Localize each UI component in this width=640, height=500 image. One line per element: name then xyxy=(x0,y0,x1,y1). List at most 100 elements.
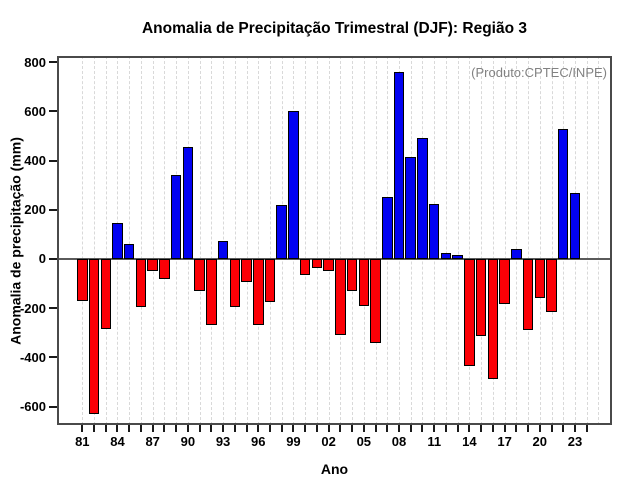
x-axis-tick xyxy=(538,425,541,432)
y-axis-tick xyxy=(49,405,57,408)
bar-16 xyxy=(487,258,499,380)
x-axis-tick xyxy=(163,425,166,432)
y-tick-label-0: 0 xyxy=(38,251,46,267)
x-axis-title: Ano xyxy=(320,461,349,477)
y-tick-label--200: -200 xyxy=(19,300,46,316)
bar-01 xyxy=(311,258,323,268)
gridline-year xyxy=(586,56,588,425)
bar-09 xyxy=(405,156,416,259)
x-axis-tick xyxy=(151,425,154,432)
gridline-year xyxy=(481,56,483,425)
x-axis-tick xyxy=(104,425,107,432)
x-axis-tick xyxy=(409,425,412,432)
y-axis-tick xyxy=(49,159,57,162)
bar-93 xyxy=(217,240,229,259)
bar-19 xyxy=(522,258,534,331)
x-tick-label-11: 11 xyxy=(427,434,442,449)
bar-08 xyxy=(393,71,405,259)
x-axis-tick xyxy=(315,425,318,432)
bar-21 xyxy=(546,258,557,312)
bar-91 xyxy=(194,258,205,291)
bar-94 xyxy=(229,258,241,307)
bar-00 xyxy=(299,258,311,275)
y-tick-label-200: 200 xyxy=(24,202,46,218)
bar-83 xyxy=(100,258,111,330)
x-tick-label-08: 08 xyxy=(391,434,407,449)
bar-10 xyxy=(417,138,428,259)
x-tick-label-17: 17 xyxy=(497,434,512,449)
x-axis-tick xyxy=(339,425,342,432)
gridline-year xyxy=(352,56,354,425)
annotation-produto: (Produto:CPTEC/INPE) xyxy=(471,65,607,80)
x-axis-tick xyxy=(128,425,131,432)
x-axis-tick xyxy=(491,425,494,432)
x-axis-tick xyxy=(374,425,377,432)
x-axis-tick xyxy=(268,425,271,432)
x-axis-tick xyxy=(550,425,553,432)
bar-89 xyxy=(170,175,182,259)
gridline-year xyxy=(164,56,166,425)
bar-97 xyxy=(264,258,276,302)
bar-04 xyxy=(346,258,358,291)
bar-17 xyxy=(499,258,510,305)
gridline-year xyxy=(94,56,96,425)
bar-07 xyxy=(382,197,393,259)
gridline-year xyxy=(340,56,342,425)
x-tick-label-05: 05 xyxy=(356,434,372,449)
bar-82 xyxy=(88,258,100,414)
gridline-year xyxy=(539,56,541,425)
x-tick-label-14: 14 xyxy=(462,434,477,449)
x-tick-label-99: 99 xyxy=(286,434,301,449)
bar-12 xyxy=(440,252,452,259)
gridline-year xyxy=(469,56,471,425)
gridline-year xyxy=(234,56,236,425)
x-axis-tick xyxy=(515,425,518,432)
x-tick-label-90: 90 xyxy=(180,434,196,449)
x-axis-tick xyxy=(421,425,424,432)
bar-22 xyxy=(557,128,569,259)
x-tick-label-87: 87 xyxy=(145,434,160,449)
gridline-year xyxy=(129,56,131,425)
x-axis-tick xyxy=(456,425,459,432)
x-axis-tick xyxy=(398,425,400,432)
x-axis-tick xyxy=(292,425,295,432)
y-axis-tick xyxy=(49,356,57,359)
x-tick-label-02: 02 xyxy=(321,434,336,449)
y-axis-tick xyxy=(49,208,57,211)
x-axis-tick xyxy=(139,425,142,432)
x-tick-label-93: 93 xyxy=(215,434,231,449)
gridline-year xyxy=(551,56,553,425)
gridline-year xyxy=(199,56,201,425)
y-tick-label-400: 400 xyxy=(24,153,46,169)
bar-84 xyxy=(112,223,123,259)
bar-13 xyxy=(452,255,463,259)
x-axis-tick xyxy=(362,425,365,432)
x-axis-tick xyxy=(527,425,530,432)
x-axis-tick xyxy=(257,425,260,432)
x-axis-tick xyxy=(280,425,283,432)
gridline-year xyxy=(305,56,307,425)
x-axis-tick xyxy=(222,425,225,432)
zero-baseline xyxy=(57,257,612,260)
bar-02 xyxy=(323,258,334,272)
x-axis-tick xyxy=(245,425,248,432)
gridline-year xyxy=(504,56,506,425)
y-axis-tick xyxy=(49,307,57,310)
gridline-year xyxy=(140,56,142,425)
x-axis-tick xyxy=(386,425,389,432)
gridline-year xyxy=(457,56,459,425)
bar-11 xyxy=(428,203,440,259)
y-tick-label--600: -600 xyxy=(19,399,46,415)
gridline-year xyxy=(363,56,365,425)
bar-05 xyxy=(358,258,370,306)
bar-88 xyxy=(159,258,170,279)
y-tick-label-600: 600 xyxy=(24,103,46,119)
x-axis-tick xyxy=(81,425,84,432)
gridline-year xyxy=(516,56,518,425)
x-axis-tick xyxy=(93,425,96,432)
bar-95 xyxy=(241,258,252,283)
bar-87 xyxy=(147,258,158,272)
gridline-year xyxy=(105,56,107,425)
x-tick-label-23: 23 xyxy=(567,434,583,449)
